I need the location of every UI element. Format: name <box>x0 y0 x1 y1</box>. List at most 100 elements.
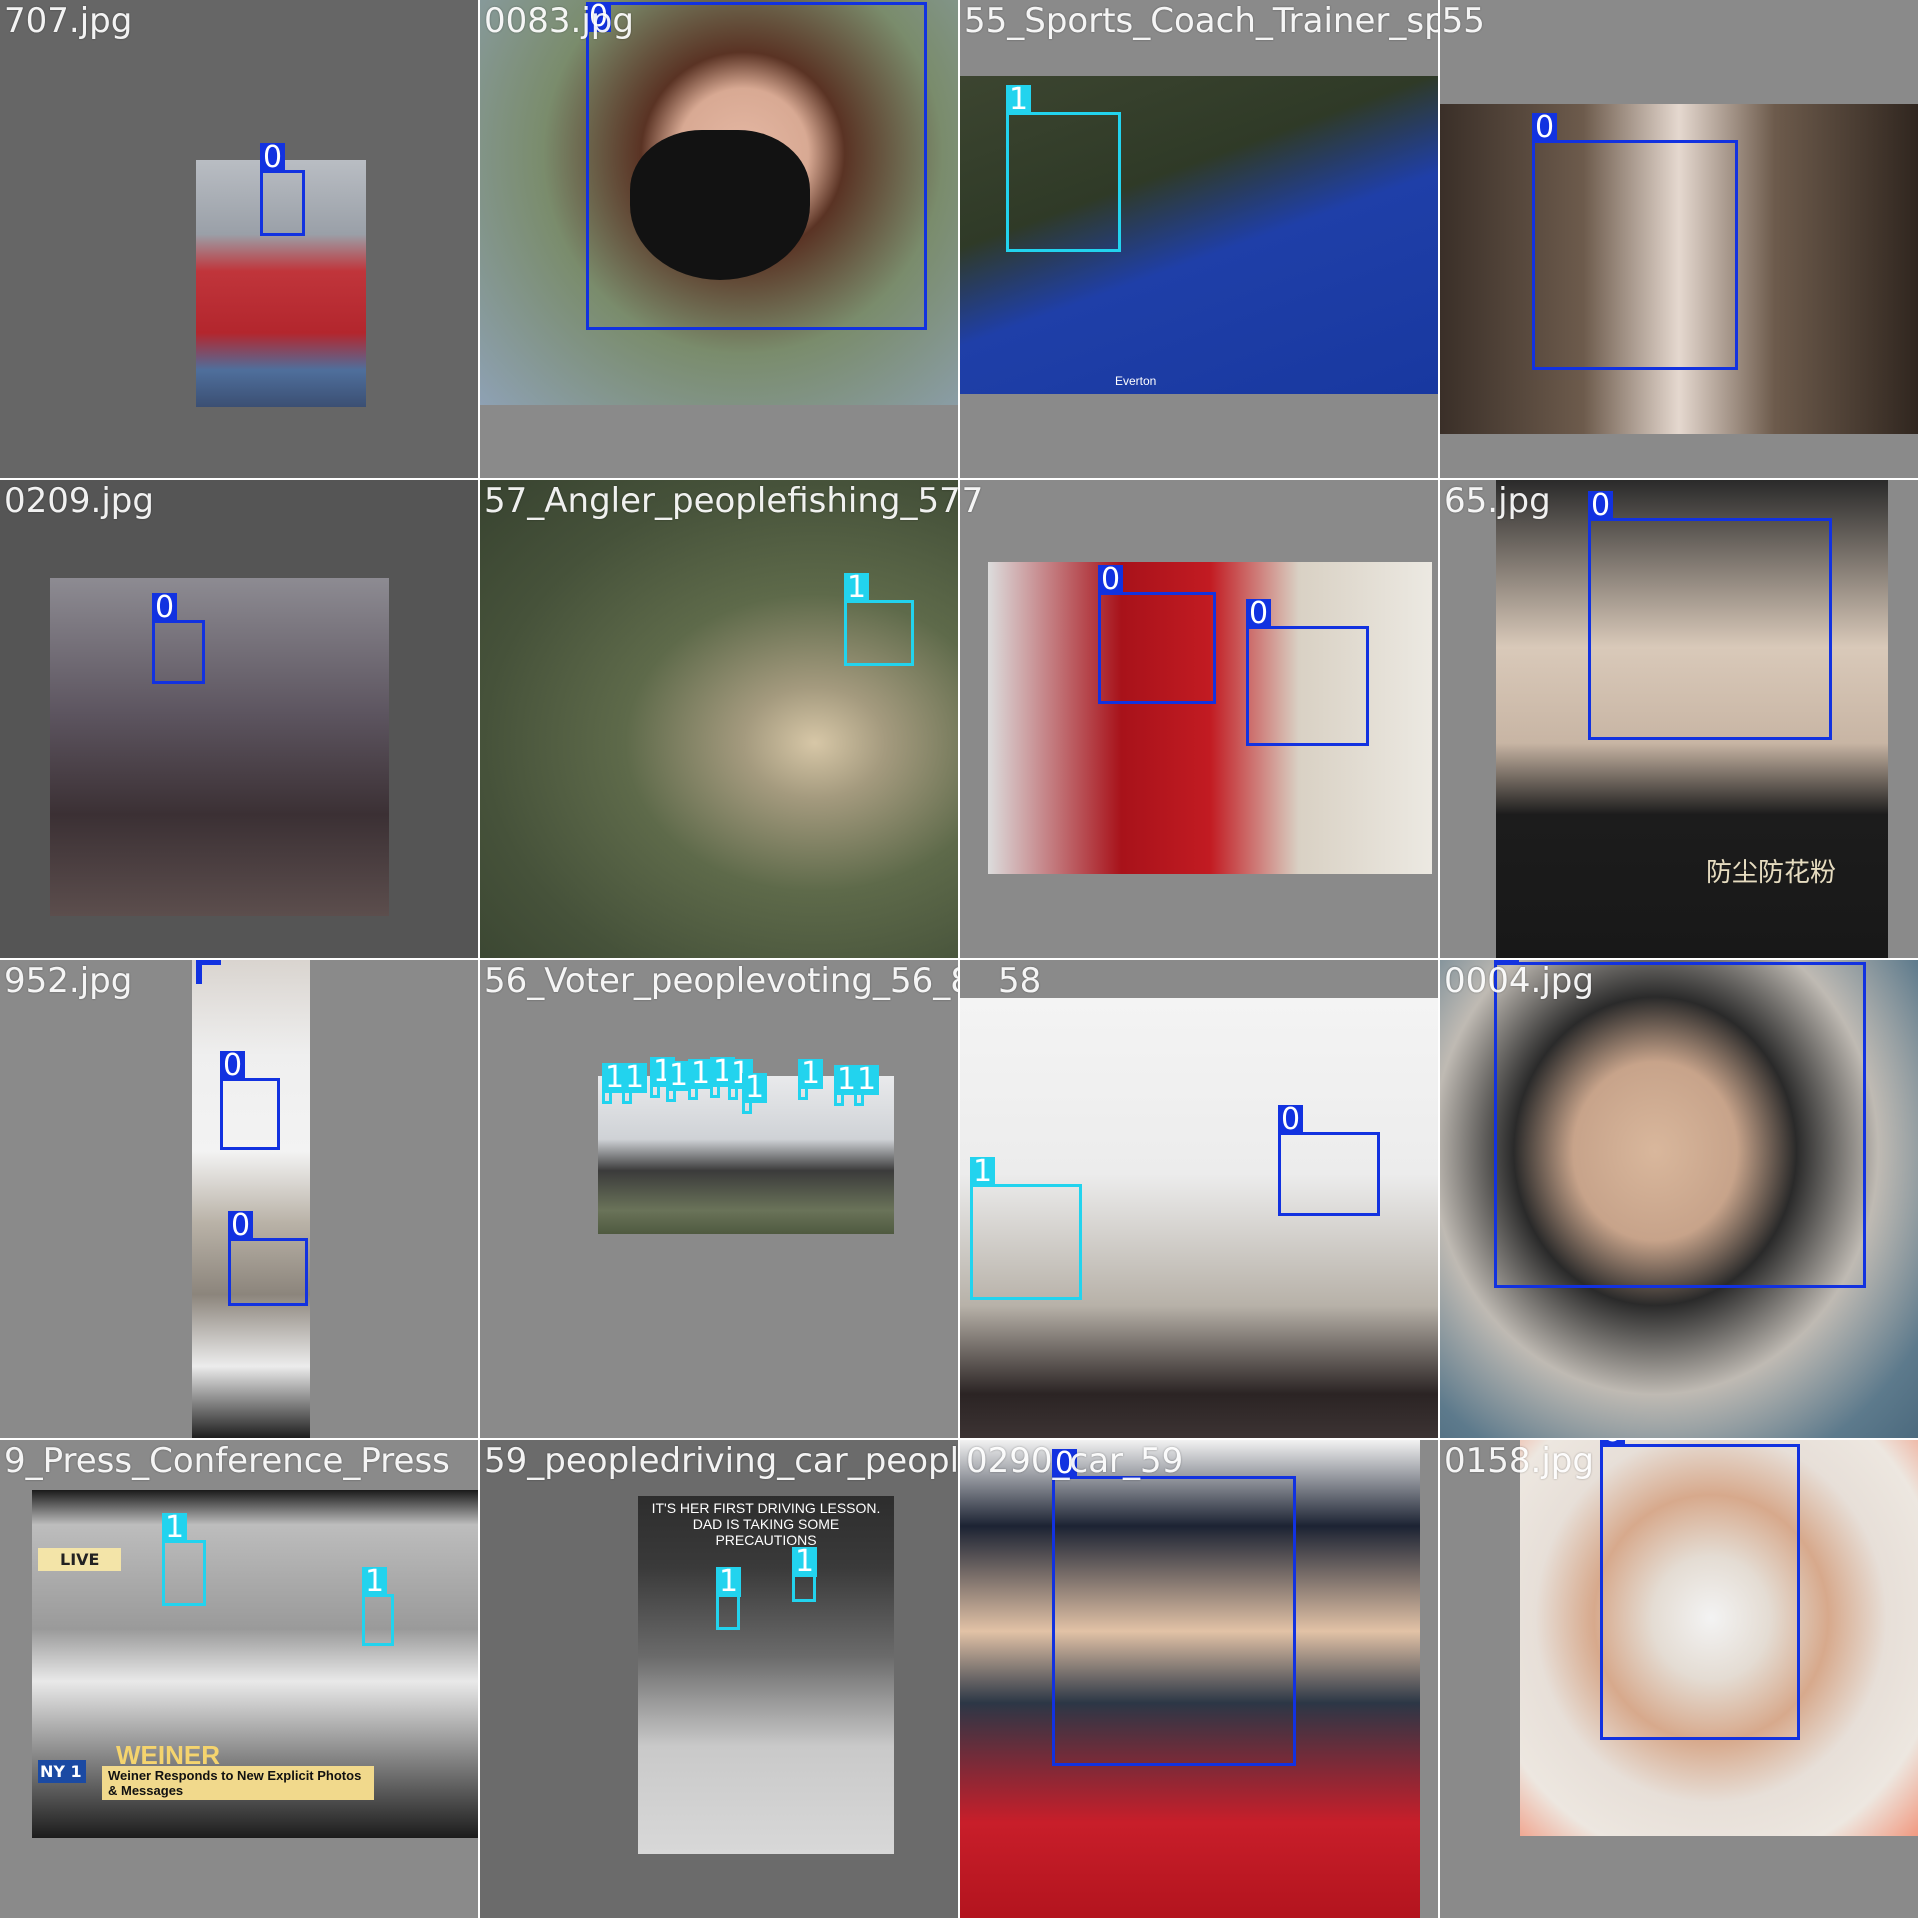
tile-caption: 952.jpg <box>4 961 133 1001</box>
photo-man-supreme-mask <box>1440 960 1918 1438</box>
bbox-class-1: 1 <box>162 1513 206 1606</box>
bbox-label: 0 <box>1052 1449 1078 1479</box>
bbox-class-1: 1 <box>844 573 914 666</box>
photo-driving-lesson-meme: IT'S HER FIRST DRIVING LESSON. DAD IS TA… <box>638 1496 894 1854</box>
grid-separator <box>0 478 1920 480</box>
grid-separator <box>0 1918 1920 1920</box>
bbox-label: 0 <box>1532 113 1558 143</box>
bbox-class-0: 0 <box>1532 113 1738 370</box>
tile-4: 855 0 <box>1440 0 1918 478</box>
bbox-class-0: 0 <box>1278 1105 1380 1216</box>
tile-caption: 0158.jpg <box>1444 1441 1594 1481</box>
bbox-class-1: 1 <box>834 1065 860 1106</box>
bbox-class-1: 1 <box>710 1057 736 1098</box>
bbox-label: 1 <box>742 1073 768 1103</box>
grid-separator <box>0 958 1920 960</box>
tile-caption: 58 <box>998 961 1042 1001</box>
photo-woman-beret-mask <box>1440 104 1918 434</box>
bbox-class-0: 0 <box>1588 491 1832 740</box>
tile-caption: 0290_car_59 <box>966 1441 1184 1481</box>
photo-mask-region <box>630 130 810 280</box>
photo-everton-coach: Everton <box>960 76 1438 394</box>
tile-caption: 707.jpg <box>4 1 133 41</box>
bbox-label: 0 <box>1600 1440 1626 1447</box>
tile-2: 0083.jpg 0 <box>480 0 958 478</box>
bbox-label: 1 <box>844 573 870 603</box>
bbox-class-1: 1 <box>650 1057 676 1098</box>
tile-8: 防尘防花粉 65.jpg 0 <box>1440 480 1918 958</box>
bbox-label: 0 <box>586 2 612 32</box>
bbox-label: 0 <box>1278 1105 1304 1135</box>
bbox-class-0: 0 <box>260 143 305 236</box>
bbox-label: 1 <box>1006 85 1032 115</box>
tile-7: 57 0 0 <box>960 480 1438 958</box>
tile-caption: 0209.jpg <box>4 481 154 521</box>
bbox-class-0: 0 <box>228 1211 308 1306</box>
tile-11: 58 1 0 <box>960 960 1438 1438</box>
bbox-class-0: 0 <box>220 1051 280 1150</box>
grid-separator <box>958 0 960 1920</box>
live-badge: LIVE <box>38 1548 122 1571</box>
bbox-label: 1 <box>362 1567 388 1597</box>
ny1-logo: NY 1 <box>38 1760 86 1783</box>
tile-caption: 56_Voter_peoplevoting_56_856.jpg <box>484 961 958 1001</box>
tile-6: 57_Angler_peoplefishing_57_657.jpg 1 <box>480 480 958 958</box>
photo-woman-white-respirator <box>1520 1440 1918 1836</box>
tile-caption: 55_Sports_Coach_Trainer_sportcoaching_55… <box>964 1 1438 41</box>
bbox-label: 1 <box>792 1547 818 1577</box>
bbox-label: 0 <box>1098 565 1124 595</box>
tile-caption: 57_Angler_peoplefishing_57_657.jpg <box>484 481 958 521</box>
tile-12: 0004.jpg 0 <box>1440 960 1918 1438</box>
bbox-class-0: 0 <box>1600 1440 1800 1740</box>
bbox-class-1: 1 <box>970 1157 1082 1300</box>
bbox-label: 1 <box>162 1513 188 1543</box>
bbox-class-0: 0 <box>196 960 222 984</box>
tile-14: IT'S HER FIRST DRIVING LESSON. DAD IS TA… <box>480 1440 958 1918</box>
tile-3: Everton 55_Sports_Coach_Trainer_sportcoa… <box>960 0 1438 478</box>
bbox-class-1: 1 <box>716 1567 742 1630</box>
bbox-class-0: 0 <box>586 2 927 330</box>
tile-caption: 9_Press_Conference_Press <box>4 1441 450 1481</box>
bbox-class-0: 0 <box>1246 599 1369 746</box>
photo-street-man <box>50 578 389 916</box>
bbox-class-1: 1 <box>854 1065 880 1106</box>
bbox-class-1: 1 <box>728 1059 754 1100</box>
bbox-class-0: 0 <box>1494 960 1866 1288</box>
tile-caption: 57 <box>960 481 984 521</box>
bbox-class-1: 1 <box>1006 85 1121 252</box>
bbox-class-1: 1 <box>666 1061 692 1102</box>
grid-separator <box>0 1438 1920 1440</box>
photo-angler <box>480 480 958 958</box>
photo-vertical-strip <box>192 960 310 1438</box>
bbox-label: 0 <box>220 1051 246 1081</box>
tile-16: 0158.jpg 0 <box>1440 1440 1918 1918</box>
bbox-label: 0 <box>1246 599 1272 629</box>
bbox-label: 1 <box>688 1059 714 1089</box>
bbox-label: 0 <box>1494 960 1520 963</box>
tile-13: LIVE WEINER Weiner Responds to New Expli… <box>0 1440 478 1918</box>
photo-red-jacket-man <box>196 160 366 407</box>
tile-1: 707.jpg 0 <box>0 0 478 478</box>
bbox-label: 0 <box>196 960 222 965</box>
photo-man-black-mask-poster: 防尘防花粉 <box>1496 480 1888 958</box>
tile-caption: 0083.jpg <box>484 1 634 41</box>
everton-text: Everton <box>1115 374 1157 388</box>
photo-wind-scene <box>960 998 1438 1438</box>
grid-separator <box>1438 0 1440 1920</box>
bbox-label: 0 <box>228 1211 254 1241</box>
bbox-class-0: 0 <box>1052 1449 1296 1766</box>
photo-boy-grey-mask <box>960 1440 1420 1918</box>
bbox-label: 1 <box>970 1157 996 1187</box>
bbox-class-1: 1 <box>742 1073 768 1114</box>
tile-caption: 855 <box>1440 1 1485 41</box>
tile-caption: 0004.jpg <box>1444 961 1594 1001</box>
news-headline: Weiner Responds to New Explicit Photos &… <box>102 1766 374 1800</box>
grid-separator <box>1918 0 1920 1920</box>
dust-mask-sign: 防尘防花粉 <box>1706 858 1837 888</box>
bbox-label: 0 <box>260 143 286 173</box>
bbox-label: 1 <box>854 1065 880 1095</box>
bbox-class-1: 1 <box>792 1547 818 1602</box>
bbox-class-0: 0 <box>152 593 205 684</box>
tile-10: 56_Voter_peoplevoting_56_856.jpg 1 1 1 1… <box>480 960 958 1438</box>
